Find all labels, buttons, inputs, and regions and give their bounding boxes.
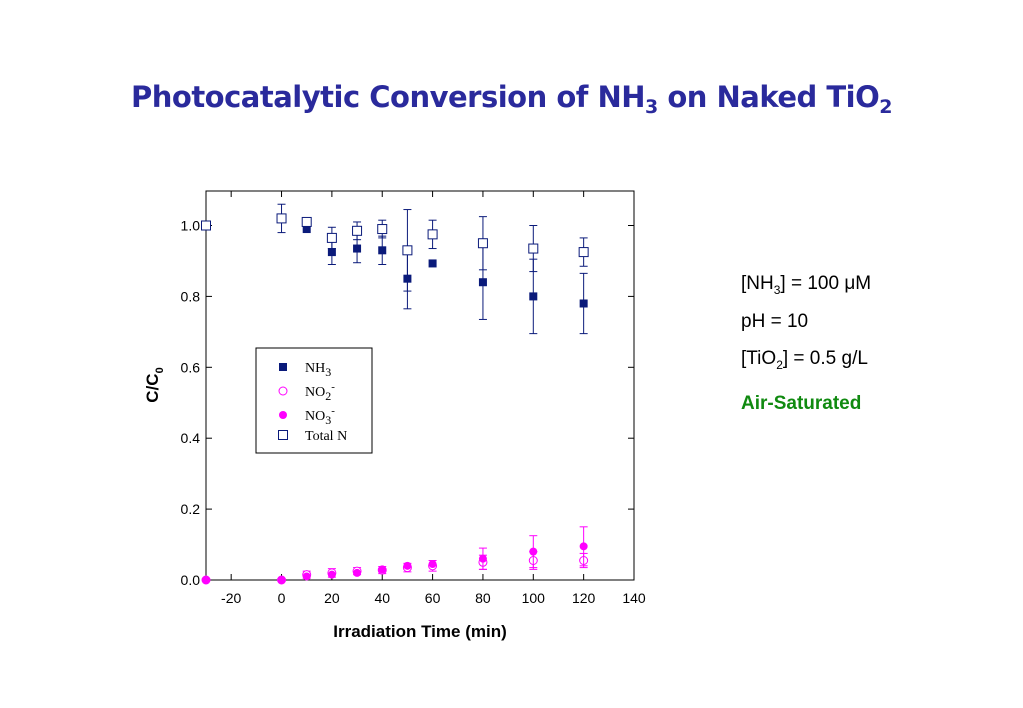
data-point [528,243,539,254]
data-point [402,245,413,256]
legend-label-sup: - [331,381,335,393]
condition-atmosphere: Air-Saturated [741,393,862,414]
y-tick-label: 0.0 [181,572,201,588]
legend-label-name: NO [305,385,325,400]
condition-nh3-sub: 3 [773,282,781,297]
legend-marker [279,411,287,419]
y-tick-label: 0.8 [181,288,201,304]
condition-nh3: [NH3] = 100 μM [741,273,871,297]
legend-label-sub: 2 [325,389,331,403]
series-0 [302,225,588,335]
legend-label-name: Total N [305,429,347,444]
x-tick-label: 40 [374,590,390,606]
data-point [428,259,437,268]
data-point [202,576,210,584]
condition-nh3-b: ] = 100 μM [780,273,872,294]
legend-box [255,347,373,454]
y-tick-label: 0.2 [181,501,201,517]
x-tick-label: 0 [278,590,286,606]
x-tick-label: 140 [622,590,646,606]
data-point [579,542,588,551]
legend-label-sup: - [331,405,335,417]
x-tick-label: 80 [475,590,491,606]
condition-tio2-b: ] = 0.5 g/L [782,348,868,369]
data-point [353,568,362,577]
title-middle: on Naked TiO [657,80,880,114]
data-point [277,576,286,584]
x-tick-label: 20 [324,590,340,606]
data-point [428,560,437,569]
condition-ph: pH = 10 [741,311,809,332]
legend-label: NH3 [305,361,331,379]
legend-label: NO2- [305,381,335,403]
x-tick-label: -20 [221,590,241,606]
legend-label-sub: 3 [325,413,331,427]
data-point [478,278,487,287]
data-point [378,246,387,255]
x-tick-label: 60 [425,590,441,606]
data-point [201,220,211,231]
y-axis-label: C/C0 [143,367,166,402]
data-point [327,248,336,257]
title-sub-2: 2 [879,96,892,118]
data-point [403,561,412,570]
series-2 [202,526,588,584]
legend-label-sub: 3 [325,365,331,379]
legend-label-name: NH [305,361,325,376]
condition-tio2: [TiO2] = 0.5 g/L [741,348,868,372]
y-tick-label: 0.4 [181,430,201,446]
data-point [529,292,538,301]
y-tick-label: 1.0 [181,218,201,234]
data-point [478,554,487,563]
data-point [301,216,312,227]
x-axis-label: Irradiation Time (min) [333,622,507,641]
data-point [276,213,287,224]
x-tick-label: 120 [572,590,596,606]
legend-marker [278,430,288,440]
condition-nh3-a: [NH [741,273,774,294]
legend-marker [278,386,288,396]
data-series [201,203,589,585]
legend-label: NO3- [305,405,335,427]
data-point [352,225,363,236]
y-axis-label-main: C/C [143,373,162,402]
data-point [326,232,337,243]
data-point [477,238,488,249]
slide-title: Photocatalytic Conversion of NH3 on Nake… [0,80,1023,118]
condition-tio2-a: [TiO [741,348,777,369]
data-point [529,547,538,556]
data-point [578,247,589,258]
y-axis-label-sub: 0 [154,367,166,373]
data-point [427,229,438,240]
axis-ticks: -20 0 20 40 60 80 100 120 140 0.0 0.2 0.4 0.6 0.8 1.0 [181,191,646,606]
data-point [378,565,387,574]
data-point [353,244,362,253]
legend-marker [279,363,287,371]
data-point [327,570,336,579]
title-prefix: Photocatalytic Conversion of NH [131,80,646,114]
x-tick-label: 100 [522,590,546,606]
y-tick-label: 0.6 [181,359,201,375]
legend-label-name: NO [305,409,325,424]
data-point [302,225,311,234]
data-point [579,299,588,308]
plot-frame [205,190,635,581]
title-sub-1: 3 [645,96,658,118]
data-point [377,224,388,235]
legend-label: Total N [305,429,347,444]
series-3 [201,203,589,292]
condition-tio2-sub: 2 [776,357,783,372]
data-point [302,572,311,581]
